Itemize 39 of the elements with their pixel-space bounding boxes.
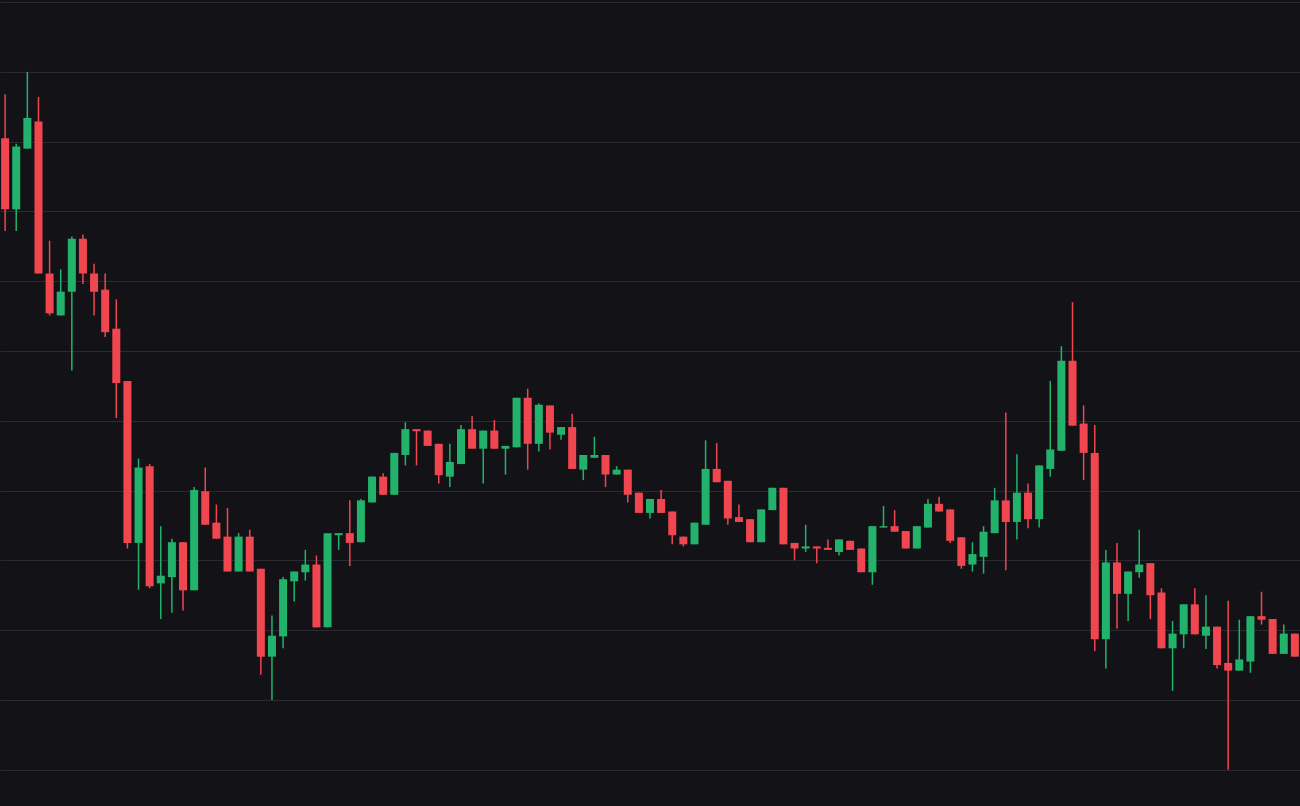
- candlestick: [412, 428, 421, 467]
- candlestick: [1235, 618, 1244, 672]
- candlestick: [1124, 570, 1133, 622]
- candlestick: [501, 445, 510, 476]
- candlestick: [1201, 594, 1210, 650]
- candlestick: [890, 509, 899, 533]
- candlestick: [468, 415, 477, 450]
- candlestick: [479, 429, 488, 485]
- candlestick: [345, 499, 354, 567]
- candlestick: [590, 436, 599, 459]
- candlestick: [301, 549, 310, 582]
- candlestick: [879, 505, 888, 529]
- candlestick: [812, 545, 821, 564]
- candlestick: [212, 503, 221, 540]
- candlestick: [1279, 623, 1288, 655]
- candlestick: [379, 472, 388, 496]
- candlestick: [290, 570, 299, 603]
- candlestick: [1135, 528, 1144, 579]
- candlestick: [579, 454, 588, 481]
- candlestick: [657, 489, 666, 514]
- candlestick: [712, 442, 721, 483]
- candlestick: [801, 524, 810, 553]
- candlestick: [734, 503, 743, 523]
- candlestick: [1168, 620, 1177, 692]
- candlestick: [668, 510, 677, 546]
- candlestick: [90, 263, 99, 317]
- candlestick: [923, 498, 932, 529]
- candlestick: [156, 525, 165, 620]
- candlestick: [968, 541, 977, 573]
- candlestick: [1001, 411, 1010, 571]
- candlestick: [1046, 380, 1055, 478]
- candlestick: [267, 614, 276, 701]
- candlestick: [1224, 600, 1233, 771]
- candlestick: [1257, 591, 1266, 626]
- candlestick: [56, 268, 65, 317]
- candlestick: [601, 454, 610, 488]
- candlestick: [823, 538, 832, 551]
- candlestick: [445, 443, 454, 488]
- candlestick: [490, 419, 499, 450]
